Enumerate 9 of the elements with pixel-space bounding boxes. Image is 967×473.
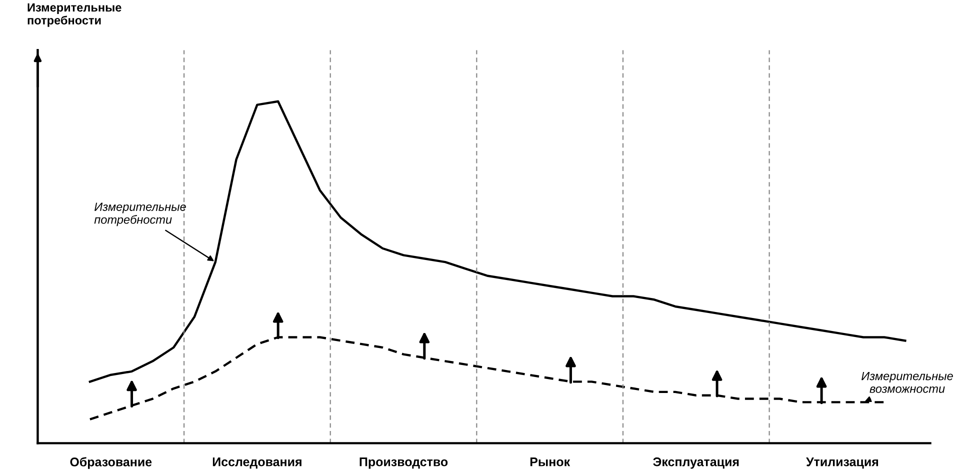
annotation: Измерительные возможности	[862, 372, 953, 393]
x-tick-label: Эксплуатация	[653, 457, 739, 469]
x-tick-label: Производство	[360, 458, 448, 469]
text: Измерительные потребности	[28, 3, 122, 27]
x-tick-label: Исследования	[212, 458, 302, 469]
x-tick-label: Рынок	[530, 458, 570, 466]
annotation: Измерительные потребности	[94, 202, 186, 226]
x-tick-label: Утилизация	[806, 458, 878, 469]
x-tick-label: Образование	[70, 457, 152, 469]
